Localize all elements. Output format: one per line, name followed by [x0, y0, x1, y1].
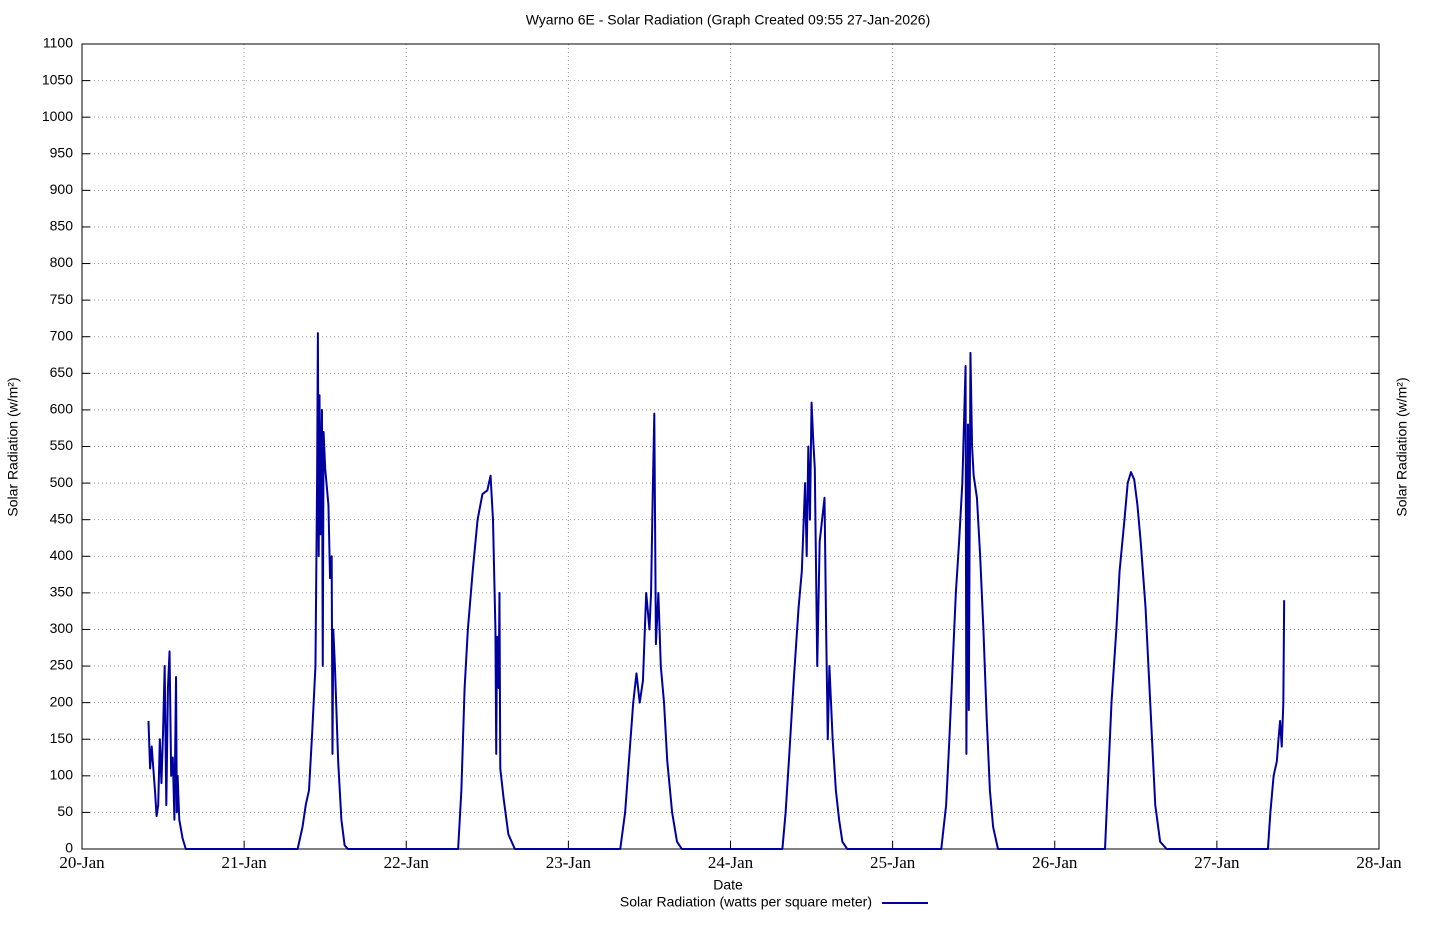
y-axis-label-right: Solar Radiation (w/m²) — [1394, 377, 1410, 516]
y-tick-label: 250 — [50, 657, 74, 673]
y-tick-label: 600 — [50, 401, 74, 417]
y-tick-label: 750 — [50, 291, 74, 307]
y-tick-label: 50 — [57, 803, 73, 819]
y-tick-label: 850 — [50, 218, 74, 234]
chart-title: Wyarno 6E - Solar Radiation (Graph Creat… — [526, 12, 931, 28]
series-line — [147, 332, 1286, 850]
y-tick-label: 1000 — [42, 108, 73, 124]
x-tick-label: 26-Jan — [1032, 853, 1078, 872]
x-tick-label: 28-Jan — [1356, 853, 1402, 872]
x-tick-label: 22-Jan — [384, 853, 430, 872]
y-tick-label: 100 — [50, 767, 74, 783]
x-tick-label: 20-Jan — [59, 853, 105, 872]
y-tick-label: 0 — [65, 840, 73, 856]
y-tick-label: 650 — [50, 364, 74, 380]
x-tick-label: 21-Jan — [221, 853, 267, 872]
y-tick-label: 900 — [50, 181, 74, 197]
y-tick-label: 550 — [50, 437, 74, 453]
y-tick-label: 800 — [50, 254, 74, 270]
y-axis-label: Solar Radiation (w/m²) — [5, 377, 21, 516]
y-tick-label: 1050 — [42, 71, 73, 87]
x-tick-label: 27-Jan — [1194, 853, 1240, 872]
y-tick-label: 200 — [50, 693, 74, 709]
y-tick-label: 300 — [50, 620, 74, 636]
y-tick-label: 150 — [50, 730, 74, 746]
y-tick-label: 1100 — [43, 35, 73, 51]
x-tick-label: 23-Jan — [546, 853, 592, 872]
y-tick-label: 400 — [50, 547, 74, 563]
y-tick-label: 350 — [50, 584, 74, 600]
x-tick-label: 24-Jan — [708, 853, 754, 872]
y-tick-label: 450 — [50, 510, 74, 526]
legend-label: Solar Radiation (watts per square meter) — [620, 894, 872, 910]
x-tick-label: 25-Jan — [870, 853, 916, 872]
y-tick-label: 950 — [50, 144, 74, 160]
x-axis-label: Date — [713, 877, 743, 893]
y-tick-label: 700 — [50, 327, 74, 343]
y-tick-label: 500 — [50, 474, 74, 490]
